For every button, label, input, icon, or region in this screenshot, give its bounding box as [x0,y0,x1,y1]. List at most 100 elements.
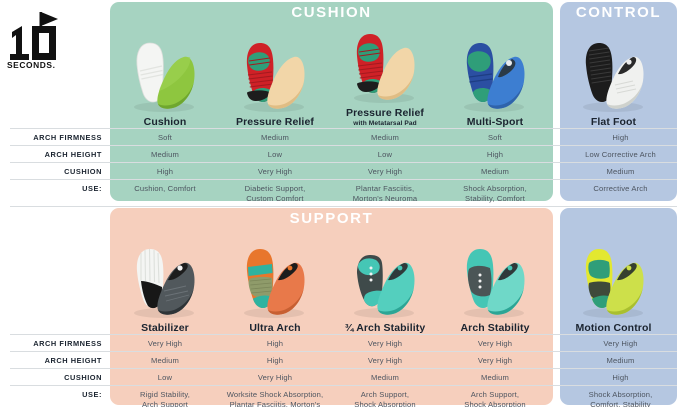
column-gap [550,146,557,162]
spec-cell: Corrective Arch [593,184,648,193]
column-gap [550,335,557,351]
spec-row-arch-height: ARCH HEIGHT Medium Low Low High Low Corr… [10,145,677,162]
spec-cell: Medium [606,167,635,176]
product-row-bottom: Stabilizer Ultra Arch [110,224,677,334]
insole-pair-pressure-relief-met-icon [330,25,440,107]
spec-cell: High [612,133,629,142]
spec-cell: High [266,356,284,365]
10-seconds-logo: SECONDS. [6,8,68,70]
spec-cell: Shock Absorption, Comfort, Stability [588,390,653,407]
product-name: ¾ Arch Stability [344,322,426,334]
spec-row-use: USE: Rigid Stability, Arch Support Works… [10,385,677,407]
spec-cell: Very High [477,339,513,348]
logo-mark: SECONDS. [7,12,58,70]
column-gap [550,386,557,407]
spec-cells: Soft Medium Medium Soft High [110,129,679,145]
spec-cell: Medium [261,133,289,142]
spec-cell: Low [157,373,173,382]
product-name: Cushion [143,116,187,128]
spec-cell: Worksite Shock Absorption, Plantar Fasci… [226,390,324,407]
product-column-arch-stability: Arch Stability [440,224,550,334]
spec-table-top: ARCH FIRMNESS Soft Medium Medium Soft Hi… [10,128,677,207]
spec-cell: Low [377,150,393,159]
spec-cell: Very High [367,356,403,365]
spec-label: ARCH HEIGHT [44,150,102,159]
product-column-pressure-relief: Pressure Relief [220,18,330,128]
spec-cell: Plantar Fasciitis, Morton's Neuroma [352,184,418,203]
product-column-motion-control: Motion Control [550,224,677,334]
spec-row-cushion: CUSHION Low Very High Medium Medium High [10,368,677,385]
insole-pair-flat-foot-icon [550,34,677,116]
product-name: Ultra Arch [249,322,301,334]
spec-cell: Low [267,150,283,159]
insole-pair-motion-control-icon [550,240,677,322]
spec-cell: High [266,339,284,348]
spec-cell: Very High [257,167,293,176]
product-column-three-quarter-arch-stability: ¾ Arch Stability [330,224,440,334]
product-name: Pressure Relief [236,116,314,128]
spec-cell: Soft [487,133,503,142]
spec-cell: Medium [151,356,179,365]
section-banner-control: CONTROL [575,4,662,21]
spec-label: USE: [82,390,102,399]
section-banner-cushion: CUSHION [291,4,372,21]
spec-cell: Very High [147,339,183,348]
spec-row-arch-height: ARCH HEIGHT Medium High Very High Very H… [10,351,677,368]
spec-cells: Low Very High Medium Medium High [110,369,679,385]
spec-label: ARCH FIRMNESS [33,133,102,142]
spec-label: USE: [82,184,102,193]
spec-cell: High [486,150,504,159]
product-row-top: Cushion Pressure Relief [110,18,677,128]
product-column-pressure-relief-met: Pressure Relief with Metatarsal Pad [330,18,440,128]
spec-cell: Arch Support, Shock Absorption [464,390,526,407]
spec-label: CUSHION [64,373,102,382]
logo-wordmark: SECONDS. [7,60,56,70]
product-name: Flat Foot [590,116,637,128]
section-banner-support: SUPPORT [289,210,374,227]
spec-cell: Medium [481,167,509,176]
spec-label: ARCH HEIGHT [44,356,102,365]
spec-table-bottom: ARCH FIRMNESS Very High High Very High V… [10,334,677,407]
spec-row-arch-firmness: ARCH FIRMNESS Very High High Very High V… [10,334,677,351]
product-column-flat-foot: Flat Foot [550,18,677,128]
column-gap [550,163,557,179]
insole-pair-three-quarter-arch-stability-icon [330,240,440,322]
spec-cell: Medium [151,150,179,159]
column-gap [550,369,557,385]
spec-cells: High Very High Very High Medium Medium [110,163,679,179]
spec-cell: Low Corrective Arch [585,150,656,159]
spec-cell: Very High [603,339,638,348]
spec-row-use: USE: Cushion, Comfort Diabetic Support, … [10,179,677,207]
column-gap [550,129,557,145]
spec-cell: Very High [477,356,513,365]
spec-cell: Medium [481,373,509,382]
insole-pair-cushion-icon [110,34,220,116]
insole-pair-ultra-arch-icon [220,240,330,322]
product-column-ultra-arch: Ultra Arch [220,224,330,334]
spec-cell: Medium [371,373,399,382]
spec-cell: Very High [257,373,293,382]
spec-cell: Cushion, Comfort [134,184,196,193]
insole-pair-stabilizer-icon [110,240,220,322]
pennant-pole [39,12,42,28]
spec-cells: Cushion, Comfort Diabetic Support, Custo… [110,180,679,206]
column-gap [550,180,557,206]
spec-cell: High [612,373,629,382]
product-column-stabilizer: Stabilizer [110,224,220,334]
spec-cell: Arch Support, Shock Absorption [354,390,416,407]
logo-numeral-one [10,26,29,60]
spec-cell: Diabetic Support, Custom Comfort [244,184,306,203]
spec-label: ARCH FIRMNESS [33,339,102,348]
product-name: Stabilizer [141,322,189,334]
product-column-multi-sport: Multi-Sport [440,18,550,128]
spec-cell: Medium [606,356,635,365]
spec-cells: Very High High Very High Very High Very … [110,335,679,351]
product-name: Motion Control [575,322,652,334]
spec-row-cushion: CUSHION High Very High Very High Medium … [10,162,677,179]
spec-cell: Medium [371,133,399,142]
column-gap [550,352,557,368]
spec-cell: Very High [367,339,403,348]
pennant-flag-icon [41,12,58,26]
spec-cells: Medium High Very High Very High Medium [110,352,679,368]
spec-cell: Very High [367,167,403,176]
